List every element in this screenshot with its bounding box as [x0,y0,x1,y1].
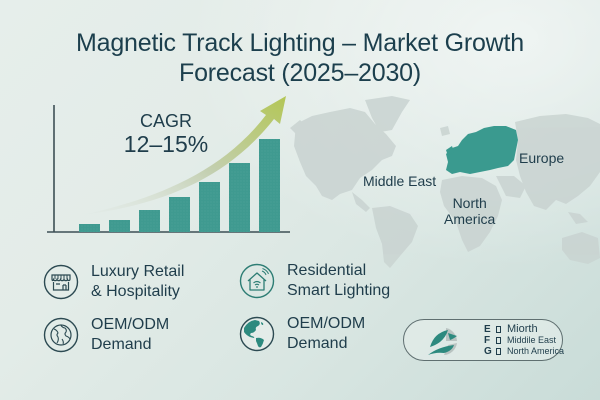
map-label-europe: Europe [519,150,565,166]
feature-oem-odm-demand-1: OEM/ODM Demand [43,315,169,355]
map-label-north-america: North America [444,195,496,227]
map-label-middle-east: Middle East [363,173,437,189]
bar-5 [199,182,220,232]
page-title: Magnetic Track Lighting – Market Growth … [0,28,600,88]
legend-swatch [496,326,501,333]
smart-home-icon [239,263,275,299]
legend-item: F Middile East [484,335,557,346]
bar-3 [139,210,160,232]
legend-item: E Miorth [484,323,538,336]
storefront-icon [43,264,79,300]
legend-swatch [496,348,501,355]
title-line-2: Forecast (2025–2030) [179,59,421,87]
legend-swatch [496,337,501,344]
trend-arrow-icon [82,96,286,215]
legend-rows: E Miorth F Middile East G North America [484,323,565,358]
cagr-annotation: CAGR 12–15% [116,111,216,157]
bar-7 [259,139,280,232]
title-line-1: Magnetic Track Lighting – Market Growth [76,29,524,57]
feature-residential-smart-lighting: Residential Smart Lighting [239,261,390,301]
feature-luxury-retail: Luxury Retail & Hospitality [43,262,184,302]
feature-oem-odm-demand-2: OEM/ODM Demand [239,314,365,354]
pie-chart-icon [428,328,457,355]
bar-4 [169,197,190,232]
cagr-value: 12–15% [123,131,209,157]
feature-label: Residential Smart Lighting [287,262,391,299]
bar-2 [109,220,130,232]
globe-outline-icon [43,317,79,353]
bars [79,139,280,232]
feature-label: OEM/ODM Demand [287,315,366,352]
europe-highlight [446,126,518,174]
bar-6 [229,163,250,232]
feature-label: Luxury Retail & Hospitality [91,263,185,300]
legend-item: G North America [484,346,565,357]
bar-1 [79,224,100,232]
region-legend: E Miorth F Middile East G North America [403,319,565,361]
globe-filled-icon [239,316,275,352]
feature-label: OEM/ODM Demand [91,316,170,353]
cagr-label: CAGR [139,111,192,131]
